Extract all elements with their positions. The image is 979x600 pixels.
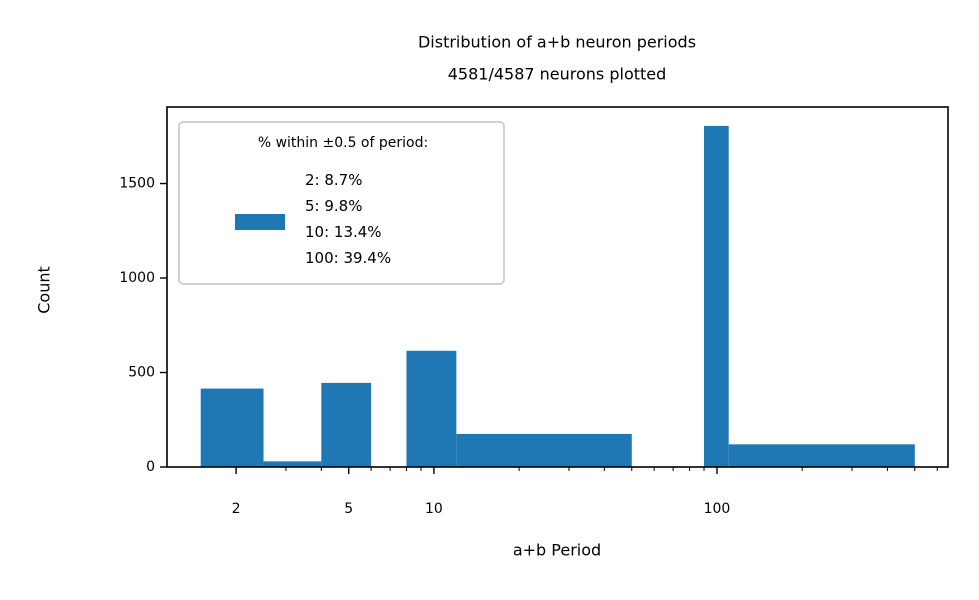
legend-label-line: 100: 39.4% (305, 249, 391, 267)
bar (321, 382, 372, 467)
bar (263, 461, 322, 467)
legend-swatch (235, 214, 285, 230)
y-tick-label: 0 (146, 459, 155, 475)
legend-title: % within ±0.5 of period: (258, 135, 428, 151)
bar (406, 350, 457, 467)
x-tick-label: 10 (425, 501, 443, 517)
y-tick-label: 1500 (119, 176, 155, 192)
y-tick-label: 1000 (119, 270, 155, 286)
legend-label: 2: 8.7% 5: 9.8% 10: 13.4% 100: 39.4% (305, 171, 391, 267)
plot-frame (166, 106, 949, 468)
legend-label-line: 10: 13.4% (305, 223, 382, 241)
legend-label-line: 2: 8.7% (305, 171, 362, 189)
chart-subtitle: 4581/4587 neurons plotted (448, 65, 667, 84)
y-axis-label: Count (35, 266, 54, 314)
bar (456, 433, 632, 467)
legend-box (178, 121, 505, 285)
x-tick-label: 100 (704, 501, 731, 517)
legend-label-line: 5: 9.8% (305, 197, 362, 215)
chart-title: Distribution of a+b neuron periods (418, 33, 696, 52)
x-axis-label: a+b Period (513, 541, 601, 560)
y-tick-label: 500 (128, 365, 155, 381)
bar (704, 125, 729, 467)
bar (200, 388, 264, 467)
bar (728, 444, 915, 467)
x-tick-label: 2 (232, 501, 241, 517)
x-tick-label: 5 (344, 501, 353, 517)
